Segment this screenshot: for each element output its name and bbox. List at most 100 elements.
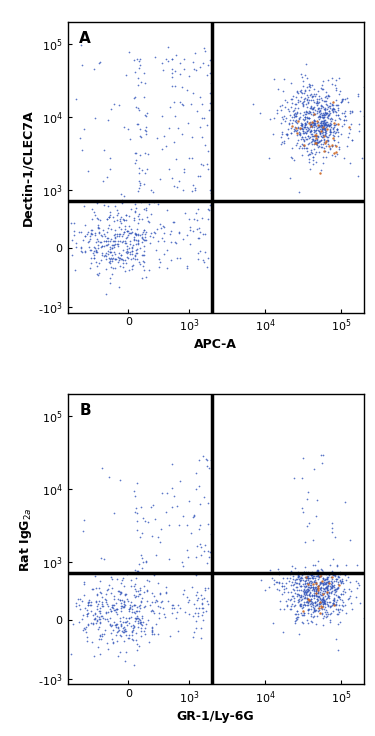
Point: [315, 97, 321, 109]
Point: [128, 254, 134, 266]
Point: [320, 600, 326, 612]
Point: [170, 599, 176, 611]
Point: [118, 217, 124, 229]
Point: [322, 128, 328, 140]
Point: [305, 572, 311, 584]
Point: [274, 83, 280, 95]
Point: [295, 570, 301, 581]
Point: [324, 582, 330, 594]
Point: [294, 590, 300, 602]
Point: [197, 226, 203, 238]
Point: [339, 576, 345, 587]
Point: [112, 254, 118, 266]
Point: [95, 241, 101, 253]
Point: [96, 595, 102, 606]
Point: [156, 261, 162, 273]
Point: [155, 235, 161, 247]
Point: [315, 111, 321, 123]
Point: [140, 556, 146, 568]
Point: [332, 531, 338, 543]
Point: [324, 120, 330, 132]
Point: [290, 561, 296, 573]
Point: [307, 116, 313, 128]
Point: [103, 606, 109, 618]
Point: [306, 105, 312, 116]
Point: [309, 597, 315, 609]
Point: [114, 230, 120, 241]
Point: [302, 581, 308, 593]
Point: [138, 616, 144, 628]
Point: [129, 606, 135, 618]
Point: [159, 487, 165, 499]
Point: [120, 612, 126, 623]
Point: [324, 584, 330, 596]
Point: [321, 574, 327, 586]
Point: [257, 107, 263, 118]
Point: [147, 237, 153, 249]
Point: [333, 608, 339, 620]
Point: [308, 581, 314, 592]
Point: [196, 233, 202, 244]
Point: [302, 590, 308, 601]
Point: [327, 124, 333, 136]
Point: [118, 249, 124, 261]
Point: [334, 595, 340, 606]
Point: [300, 584, 306, 596]
Point: [291, 125, 297, 137]
Point: [311, 88, 317, 99]
Point: [134, 118, 140, 130]
Point: [112, 238, 118, 250]
Point: [132, 66, 138, 77]
Point: [293, 91, 299, 103]
Point: [334, 124, 340, 136]
Point: [140, 227, 146, 238]
Point: [186, 495, 192, 507]
Point: [144, 110, 150, 121]
Point: [200, 228, 206, 240]
Point: [276, 566, 282, 578]
Point: [144, 574, 150, 586]
Point: [201, 592, 207, 604]
Point: [141, 245, 147, 257]
Point: [314, 583, 320, 595]
Point: [98, 236, 104, 247]
Point: [123, 68, 129, 80]
Point: [300, 100, 306, 112]
Point: [135, 235, 141, 247]
Point: [277, 595, 283, 607]
Point: [332, 115, 338, 127]
Point: [207, 87, 213, 99]
Point: [266, 152, 272, 163]
Point: [106, 604, 112, 615]
Point: [136, 230, 142, 241]
Point: [134, 506, 140, 518]
Point: [307, 102, 313, 114]
Point: [326, 119, 332, 131]
Point: [325, 131, 331, 143]
Point: [342, 587, 348, 598]
Point: [321, 604, 327, 615]
Point: [294, 573, 300, 585]
Point: [329, 140, 335, 152]
Point: [336, 141, 342, 153]
Point: [334, 148, 340, 160]
Point: [349, 134, 355, 146]
Point: [339, 604, 345, 616]
Point: [308, 119, 314, 131]
Point: [108, 606, 114, 618]
Point: [148, 501, 154, 513]
Point: [118, 594, 124, 606]
Point: [304, 142, 310, 154]
Point: [124, 568, 130, 580]
Point: [84, 636, 90, 648]
Point: [104, 612, 110, 624]
Point: [300, 99, 306, 110]
Point: [302, 561, 308, 573]
Point: [306, 137, 312, 149]
Point: [302, 111, 308, 123]
Point: [314, 105, 320, 117]
Point: [309, 598, 315, 610]
Point: [118, 188, 124, 200]
Point: [324, 99, 330, 111]
Point: [330, 598, 336, 609]
